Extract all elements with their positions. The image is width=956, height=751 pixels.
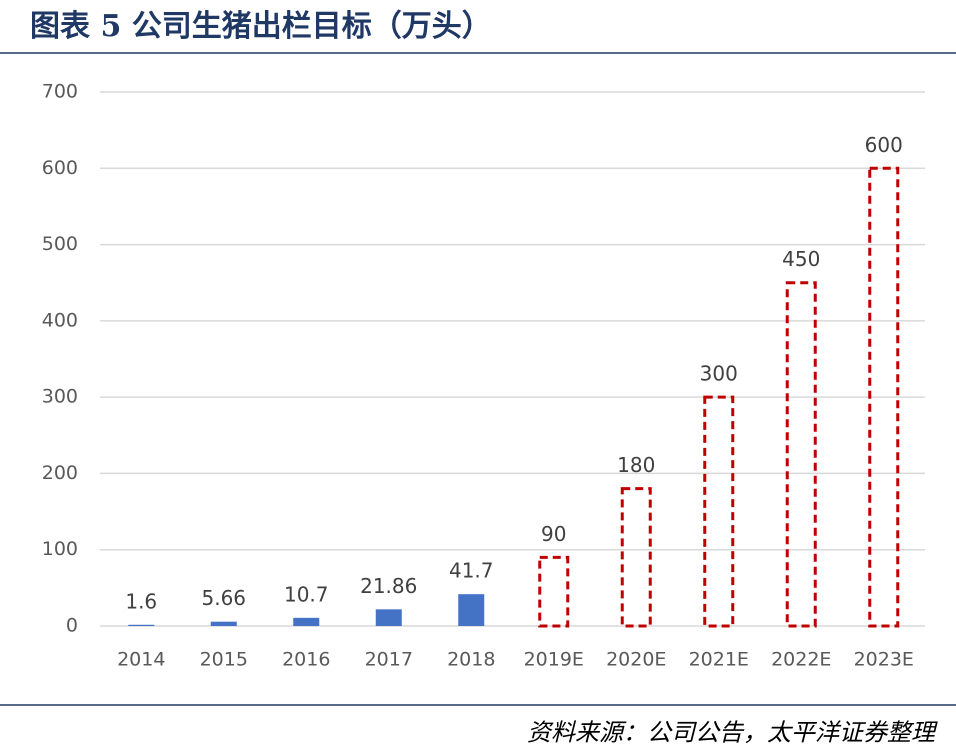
bar [375, 609, 402, 626]
bar [703, 395, 735, 628]
value-label: 180 [617, 453, 655, 477]
y-tick-label: 600 [42, 157, 78, 179]
x-tick-label: 2020E [606, 649, 666, 671]
y-tick-label: 300 [42, 386, 78, 408]
bar [868, 166, 900, 628]
y-tick-label: 100 [42, 538, 78, 560]
x-tick-label: 2018 [447, 649, 495, 671]
x-tick-label: 2017 [365, 649, 413, 671]
bar [293, 617, 320, 626]
value-label: 300 [700, 362, 738, 386]
bar [785, 281, 817, 628]
value-label: 1.6 [125, 589, 157, 613]
y-tick-label: 700 [42, 81, 78, 103]
value-label: 10.7 [284, 582, 329, 606]
y-tick-label: 400 [42, 309, 78, 331]
bar [458, 594, 485, 626]
value-label: 5.66 [201, 586, 246, 610]
x-tick-label: 2014 [117, 649, 165, 671]
x-tick-label: 2022E [771, 649, 831, 671]
y-tick-label: 0 [66, 615, 78, 637]
x-tick-label: 2023E [854, 649, 914, 671]
x-tick-label: 2015 [200, 649, 248, 671]
bar [538, 555, 570, 628]
bar [210, 621, 237, 626]
y-tick-label: 200 [42, 462, 78, 484]
value-label: 41.7 [449, 559, 494, 583]
x-tick-label: 2016 [282, 649, 330, 671]
value-label: 600 [865, 133, 903, 157]
value-label: 90 [541, 522, 566, 546]
chart-title: 图表 5 公司生猪出栏目标（万头） [30, 9, 492, 44]
y-tick-label: 500 [42, 233, 78, 255]
bar [128, 624, 155, 626]
source-note: 资料来源：公司公告，太平洋证券整理 [527, 719, 938, 747]
value-label: 450 [782, 247, 820, 271]
x-tick-label: 2019E [524, 649, 584, 671]
bar [620, 487, 652, 628]
x-tick-label: 2021E [689, 649, 749, 671]
value-label: 21.86 [360, 574, 417, 598]
